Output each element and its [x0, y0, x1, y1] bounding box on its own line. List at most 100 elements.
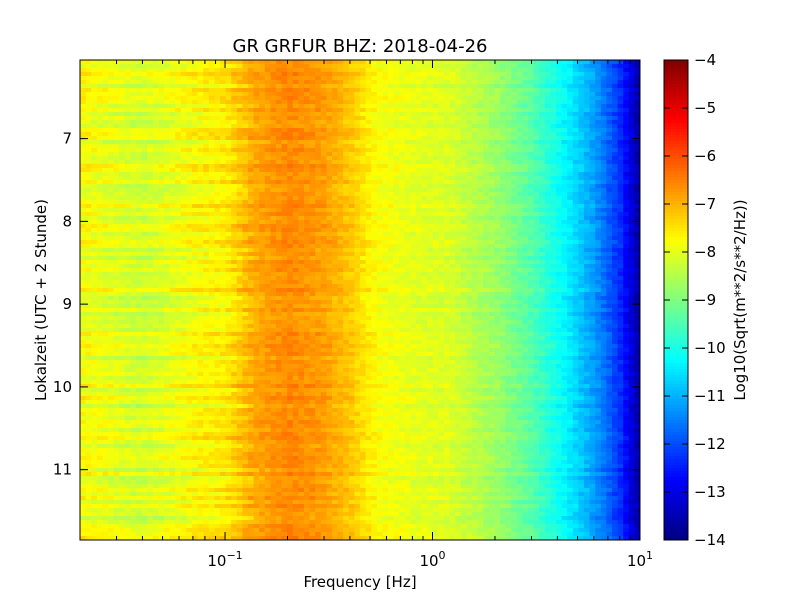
heatmap-cell: [432, 108, 439, 113]
heatmap-cell: [96, 100, 103, 105]
heatmap-cell: [511, 196, 518, 201]
heatmap-cell: [539, 156, 546, 161]
heatmap-cell: [404, 192, 411, 197]
heatmap-cell: [220, 96, 226, 101]
heatmap-cell: [354, 100, 361, 105]
heatmap-cell: [236, 120, 243, 125]
heatmap-cell: [567, 168, 574, 173]
heatmap-cell: [152, 148, 159, 153]
heatmap-cell: [158, 224, 165, 229]
heatmap-cell: [119, 196, 126, 201]
heatmap-cell: [108, 168, 114, 173]
heatmap-cell: [444, 112, 450, 117]
heatmap-cell: [197, 212, 204, 217]
heatmap-cell: [612, 196, 618, 201]
heatmap-cell: [113, 208, 120, 213]
heatmap-cell: [315, 76, 322, 81]
heatmap-cell: [332, 184, 338, 189]
heatmap-cell: [382, 224, 389, 229]
heatmap-cell: [292, 176, 299, 181]
heatmap-cell: [427, 192, 434, 197]
heatmap-cell: [287, 232, 294, 237]
heatmap-cell: [421, 156, 428, 161]
heatmap-cell: [147, 164, 154, 169]
heatmap-cell: [124, 212, 131, 217]
heatmap-cell: [225, 220, 232, 225]
heatmap-cell: [169, 60, 176, 65]
heatmap-cell: [628, 252, 635, 257]
heatmap-cell: [561, 64, 568, 69]
heatmap-cell: [164, 120, 170, 125]
heatmap-cell: [500, 180, 506, 185]
heatmap-cell: [220, 204, 226, 209]
heatmap-cell: [259, 228, 266, 233]
heatmap-cell: [617, 192, 624, 197]
heatmap-cell: [147, 152, 154, 157]
heatmap-cell: [337, 196, 344, 201]
heatmap-cell: [416, 108, 422, 113]
heatmap-cell: [393, 216, 400, 221]
heatmap-cell: [623, 168, 630, 173]
heatmap-cell: [124, 256, 131, 261]
heatmap-cell: [589, 72, 596, 77]
heatmap-cell: [315, 104, 322, 109]
heatmap-cell: [477, 144, 484, 149]
heatmap-cell: [264, 212, 271, 217]
heatmap-cell: [248, 228, 254, 233]
heatmap-cell: [180, 208, 187, 213]
heatmap-cell: [197, 180, 204, 185]
heatmap-cell: [130, 192, 137, 197]
heatmap-cell: [203, 252, 210, 257]
heatmap-cell: [617, 136, 624, 141]
heatmap-cell: [500, 84, 506, 89]
heatmap-cell: [180, 240, 187, 245]
heatmap-cell: [158, 108, 165, 113]
heatmap-cell: [354, 160, 361, 165]
heatmap-cell: [623, 120, 630, 125]
heatmap-cell: [136, 164, 142, 169]
heatmap-cell: [248, 208, 254, 213]
heatmap-cell: [96, 148, 103, 153]
heatmap-cell: [432, 240, 439, 245]
heatmap-cell: [427, 160, 434, 165]
heatmap-cell: [80, 220, 86, 225]
heatmap-cell: [164, 92, 170, 97]
heatmap-cell: [584, 92, 590, 97]
heatmap-cell: [404, 112, 411, 117]
heatmap-cell: [382, 180, 389, 185]
heatmap-cell: [505, 200, 512, 205]
heatmap-cell: [623, 220, 630, 225]
heatmap-cell: [511, 180, 518, 185]
heatmap-cell: [505, 252, 512, 257]
heatmap-cell: [276, 224, 282, 229]
heatmap-cell: [477, 196, 484, 201]
heatmap-cell: [578, 192, 585, 197]
heatmap-cell: [460, 60, 467, 65]
heatmap-cell: [528, 152, 534, 157]
heatmap-cell: [320, 72, 327, 77]
heatmap-cell: [606, 220, 613, 225]
heatmap-cell: [231, 220, 238, 225]
heatmap-cell: [528, 88, 534, 93]
heatmap-cell: [455, 168, 462, 173]
heatmap-cell: [164, 176, 170, 181]
heatmap-cell: [141, 80, 148, 85]
heatmap-cell: [169, 124, 176, 129]
heatmap-cell: [533, 72, 540, 77]
heatmap-cell: [376, 188, 383, 193]
heatmap-cell: [589, 176, 596, 181]
heatmap-cell: [388, 172, 394, 177]
heatmap-cell: [606, 132, 613, 137]
heatmap-cell: [91, 128, 98, 133]
heatmap-cell: [264, 216, 271, 221]
heatmap-cell: [533, 176, 540, 181]
heatmap-cell: [371, 240, 378, 245]
heatmap-cell: [449, 144, 456, 149]
heatmap-cell: [539, 180, 546, 185]
heatmap-cell: [147, 232, 154, 237]
heatmap-cell: [432, 76, 439, 81]
heatmap-cell: [175, 88, 182, 93]
heatmap-cell: [320, 204, 327, 209]
heatmap-cell: [197, 112, 204, 117]
heatmap-cell: [427, 168, 434, 173]
